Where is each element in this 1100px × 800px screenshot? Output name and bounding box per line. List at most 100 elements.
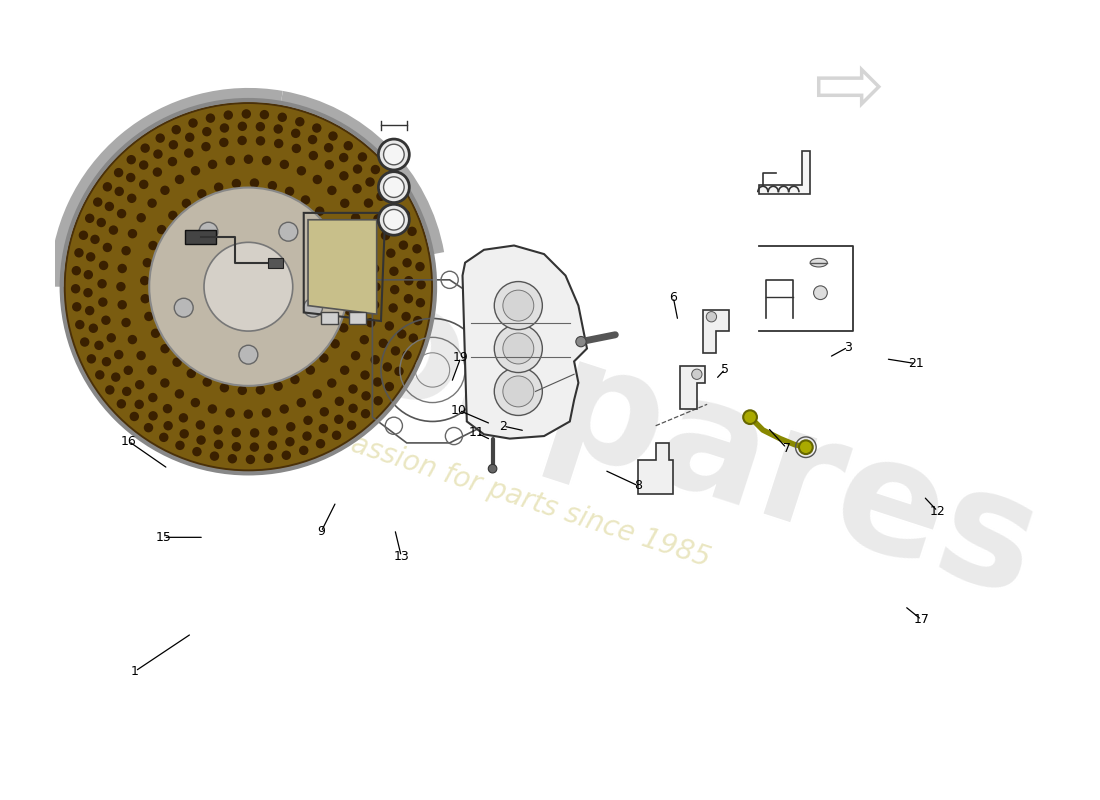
Circle shape — [101, 315, 111, 325]
Circle shape — [228, 454, 238, 463]
Ellipse shape — [64, 102, 432, 471]
Circle shape — [175, 441, 185, 450]
Circle shape — [84, 270, 94, 279]
Circle shape — [95, 341, 103, 350]
Circle shape — [114, 186, 124, 196]
Circle shape — [141, 294, 150, 303]
Ellipse shape — [204, 242, 293, 331]
Circle shape — [244, 154, 253, 164]
Circle shape — [295, 117, 305, 126]
Circle shape — [122, 386, 131, 396]
Circle shape — [274, 382, 283, 391]
Circle shape — [118, 264, 127, 274]
Circle shape — [121, 318, 131, 327]
Circle shape — [167, 157, 177, 166]
Circle shape — [238, 136, 246, 146]
Circle shape — [416, 298, 425, 307]
Circle shape — [412, 244, 421, 254]
Circle shape — [79, 230, 88, 240]
Circle shape — [279, 404, 289, 414]
Circle shape — [104, 202, 114, 211]
Circle shape — [128, 335, 138, 344]
Circle shape — [243, 410, 253, 419]
Circle shape — [575, 337, 586, 346]
Circle shape — [226, 156, 235, 166]
Circle shape — [407, 226, 417, 236]
Circle shape — [80, 338, 89, 346]
Circle shape — [232, 179, 241, 188]
Circle shape — [277, 113, 287, 122]
Circle shape — [334, 397, 344, 406]
Text: 11: 11 — [469, 426, 485, 439]
Circle shape — [84, 288, 92, 298]
Text: 16: 16 — [121, 434, 136, 448]
Circle shape — [262, 408, 272, 418]
Circle shape — [267, 181, 277, 190]
Circle shape — [279, 222, 298, 241]
Circle shape — [208, 160, 218, 169]
Text: 10: 10 — [451, 404, 466, 417]
Circle shape — [106, 385, 114, 394]
Circle shape — [393, 223, 403, 233]
Circle shape — [373, 214, 383, 223]
Circle shape — [148, 241, 157, 250]
Circle shape — [403, 350, 411, 360]
Circle shape — [102, 182, 112, 191]
Polygon shape — [703, 310, 728, 353]
Circle shape — [72, 302, 81, 311]
Circle shape — [402, 312, 410, 322]
Circle shape — [157, 225, 166, 234]
Circle shape — [404, 276, 414, 286]
Circle shape — [297, 166, 306, 175]
Circle shape — [168, 140, 178, 150]
Text: 2: 2 — [499, 419, 507, 433]
Circle shape — [264, 454, 273, 463]
Circle shape — [274, 124, 283, 134]
Circle shape — [98, 298, 108, 307]
Circle shape — [385, 382, 394, 391]
Text: a passion for parts since 1985: a passion for parts since 1985 — [306, 416, 714, 573]
Circle shape — [319, 424, 328, 434]
Circle shape — [202, 378, 212, 386]
Circle shape — [349, 404, 358, 413]
Circle shape — [75, 320, 85, 330]
Circle shape — [494, 282, 542, 330]
Circle shape — [378, 338, 388, 348]
Circle shape — [324, 160, 334, 170]
Circle shape — [339, 171, 349, 181]
Circle shape — [389, 266, 398, 276]
Circle shape — [348, 288, 356, 298]
Polygon shape — [759, 151, 810, 194]
Circle shape — [361, 370, 370, 380]
Circle shape — [297, 398, 306, 407]
Circle shape — [386, 249, 396, 258]
Circle shape — [376, 191, 386, 201]
Circle shape — [814, 286, 827, 299]
Text: 5: 5 — [722, 362, 729, 376]
Circle shape — [190, 398, 200, 407]
Circle shape — [255, 122, 265, 131]
Circle shape — [164, 421, 173, 430]
Circle shape — [95, 370, 104, 379]
Circle shape — [290, 375, 299, 384]
Circle shape — [339, 153, 349, 162]
Circle shape — [384, 210, 404, 230]
Circle shape — [220, 123, 229, 133]
Circle shape — [206, 114, 216, 123]
Circle shape — [109, 226, 118, 235]
Circle shape — [173, 358, 182, 367]
Text: 7: 7 — [782, 442, 791, 454]
Circle shape — [153, 150, 163, 159]
Circle shape — [344, 306, 354, 315]
Circle shape — [360, 229, 370, 238]
Circle shape — [503, 290, 534, 321]
Circle shape — [223, 110, 233, 120]
Circle shape — [118, 300, 127, 310]
Circle shape — [94, 198, 102, 207]
Circle shape — [126, 155, 136, 165]
Circle shape — [250, 428, 260, 438]
Circle shape — [353, 164, 362, 174]
Circle shape — [352, 184, 362, 194]
Circle shape — [378, 172, 409, 202]
Circle shape — [182, 198, 191, 208]
